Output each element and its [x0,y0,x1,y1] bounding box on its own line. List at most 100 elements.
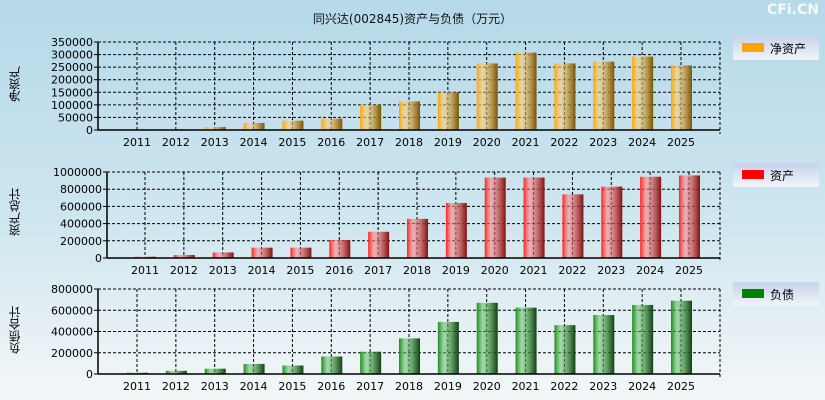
x-tick-label: 2011 [123,380,151,393]
bar-2014 [251,247,273,258]
x-tick-label: 2017 [364,264,392,277]
x-tick-label: 2019 [434,380,462,393]
y-tick-label: 200000 [51,74,93,87]
y-tick-label: 300000 [51,49,93,62]
x-tick-label: 2021 [520,264,548,277]
y-tick-label: 0 [86,124,93,137]
x-tick-label: 2013 [209,264,237,277]
bar-2025 [671,300,692,374]
bar-2022 [562,194,584,258]
legend-label: 资产 [770,169,795,183]
x-tick-label: 2025 [667,136,695,149]
y-tick-label: 1000000 [53,166,102,179]
y-tick-label: 0 [86,368,93,381]
y-tick-label: 100000 [51,99,93,112]
bar-2017 [360,104,382,130]
legend-label: 负债 [770,288,795,302]
x-tick-label: 2025 [667,380,695,393]
x-tick-label: 2014 [248,264,276,277]
bar-2023 [593,61,615,130]
legend-net-assets: 净资产 [733,36,819,60]
x-tick-label: 2018 [395,136,423,149]
y-tick-label: 600000 [60,200,102,213]
x-tick-label: 2016 [325,264,353,277]
bar-2025 [671,65,692,130]
x-tick-label: 2022 [550,136,578,149]
bar-2012 [173,254,195,258]
x-tick-label: 2013 [201,136,229,149]
chart-title: 同兴达(002845)资产与负债（万元） [312,12,513,26]
bar-2021 [523,177,545,258]
bar-2017 [368,231,390,258]
y-axis-label-net-assets: 净资产 [8,66,22,102]
x-tick-label: 2019 [434,136,462,149]
x-tick-label: 2024 [628,380,656,393]
x-tick-label: 2020 [481,264,509,277]
x-tick-label: 2023 [589,136,617,149]
bar-2025 [679,175,700,258]
x-tick-label: 2012 [162,136,190,149]
bar-2015 [282,120,304,130]
bar-2018 [407,218,428,258]
bar-2012 [165,370,187,374]
x-tick-label: 2011 [123,136,151,149]
x-tick-label: 2015 [286,264,314,277]
y-tick-label: 350000 [51,36,93,49]
legend-liabilities: 负债 [733,282,819,306]
bar-2017 [360,351,382,374]
x-tick-label: 2018 [395,380,423,393]
x-tick-label: 2012 [170,264,198,277]
legend-label: 净资产 [770,42,807,56]
x-tick-label: 2014 [240,136,268,149]
bar-2020 [476,63,498,130]
y-tick-label: 150000 [51,86,93,99]
x-tick-label: 2015 [278,136,306,149]
bar-2015 [290,247,312,258]
y-axis-label-liabilities: 负债合计 [8,306,22,354]
legend-swatch [742,289,764,298]
x-tick-label: 2023 [597,264,625,277]
x-tick-label: 2011 [131,264,159,277]
x-tick-label: 2020 [473,380,501,393]
x-tick-label: 2016 [317,380,345,393]
bar-2013 [204,368,226,374]
bar-2016 [321,118,343,130]
y-tick-label: 200000 [51,347,93,360]
bar-2014 [243,122,265,130]
x-tick-label: 2022 [558,264,586,277]
bar-2016 [329,239,351,258]
x-tick-label: 2018 [403,264,431,277]
bar-2023 [601,186,623,258]
legend-swatch [742,43,764,52]
bar-2024 [632,304,654,374]
bar-2019 [437,321,459,374]
bar-2018 [399,338,420,374]
y-tick-label: 200000 [60,235,102,248]
x-tick-label: 2015 [278,380,306,393]
bar-2021 [515,52,537,131]
y-tick-label: 400000 [51,326,93,339]
x-tick-label: 2019 [442,264,470,277]
bar-2024 [632,56,654,130]
x-tick-label: 2016 [317,136,345,149]
y-tick-label: 600000 [51,304,93,317]
bar-2018 [399,101,420,130]
y-tick-label: 50000 [58,111,93,124]
x-tick-label: 2017 [356,136,384,149]
x-tick-label: 2024 [628,136,656,149]
bar-2019 [437,92,459,130]
watermark-logo: CFi.CN [767,2,819,18]
x-tick-label: 2020 [473,136,501,149]
legend-swatch [742,170,764,179]
bar-2016 [321,356,343,374]
x-tick-label: 2022 [550,380,578,393]
y-tick-label: 800000 [60,183,102,196]
y-tick-label: 0 [95,252,102,265]
y-tick-label: 400000 [60,218,102,231]
bar-2015 [282,365,304,374]
bar-2022 [554,63,576,130]
y-tick-label: 250000 [51,61,93,74]
y-tick-label: 800000 [51,283,93,296]
x-tick-label: 2024 [636,264,664,277]
